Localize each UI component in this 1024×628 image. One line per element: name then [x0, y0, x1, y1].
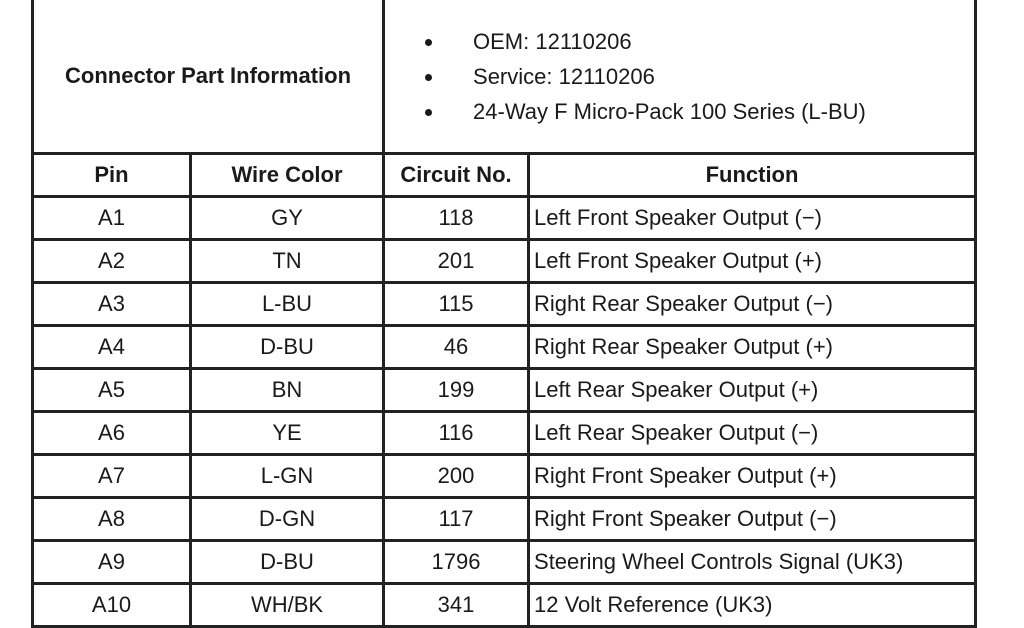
cell-pin: A5	[31, 367, 192, 413]
cell-pin: A9	[31, 539, 192, 585]
cell-pin: A1	[31, 195, 192, 241]
cell-wire-color: BN	[188, 367, 386, 413]
cell-wire-color: TN	[188, 238, 386, 284]
cell-circuit-no: 200	[382, 453, 531, 499]
connector-info-list: OEM: 12110206 Service: 12110206 24-Way F…	[382, 0, 977, 155]
header-pin: Pin	[31, 152, 192, 198]
cell-wire-color: WH/BK	[188, 582, 386, 628]
header-circuit-no: Circuit No.	[382, 152, 531, 198]
cell-pin: A6	[31, 410, 192, 456]
cell-function: Right Front Speaker Output (−)	[527, 496, 977, 542]
cell-circuit-no: 118	[382, 195, 531, 241]
cell-wire-color: L-BU	[188, 281, 386, 327]
connector-type: 24-Way F Micro-Pack 100 Series (L-BU)	[445, 94, 974, 129]
cell-function: Left Front Speaker Output (−)	[527, 195, 977, 241]
cell-circuit-no: 199	[382, 367, 531, 413]
cell-function: Left Front Speaker Output (+)	[527, 238, 977, 284]
cell-pin: A2	[31, 238, 192, 284]
cell-function: Left Rear Speaker Output (+)	[527, 367, 977, 413]
oem-part: OEM: 12110206	[445, 24, 974, 59]
cell-wire-color: GY	[188, 195, 386, 241]
cell-circuit-no: 1796	[382, 539, 531, 585]
table-row: A8 D-GN 117 Right Front Speaker Output (−)	[31, 496, 977, 542]
table-row: A2 TN 201 Left Front Speaker Output (+)	[31, 238, 977, 284]
connector-table: Connector Part Information OEM: 12110206…	[30, 0, 977, 628]
cell-function: Left Rear Speaker Output (−)	[527, 410, 977, 456]
table-row: A9 D-BU 1796 Steering Wheel Controls Signal…	[31, 539, 977, 585]
header-row: Pin Wire Color Circuit No. Function	[31, 152, 977, 198]
table-row: A6 YE 116 Left Rear Speaker Output (−)	[31, 410, 977, 456]
cell-function: Right Rear Speaker Output (+)	[527, 324, 977, 370]
cell-function: 12 Volt Reference (UK3)	[527, 582, 977, 628]
cell-pin: A7	[31, 453, 192, 499]
cell-function: Steering Wheel Controls Signal (UK3)	[527, 539, 977, 585]
cell-circuit-no: 341	[382, 582, 531, 628]
cell-circuit-no: 46	[382, 324, 531, 370]
cell-circuit-no: 201	[382, 238, 531, 284]
cell-circuit-no: 117	[382, 496, 531, 542]
table-row: A10 WH/BK 341 12 Volt Reference (UK3)	[31, 582, 977, 628]
table-row: A4 D-BU 46 Right Rear Speaker Output (+)	[31, 324, 977, 370]
connector-info-label: Connector Part Information	[30, 0, 386, 155]
cell-function: Right Front Speaker Output (+)	[527, 453, 977, 499]
table-row: A3 L-BU 115 Right Rear Speaker Output (−)	[31, 281, 977, 327]
cell-wire-color: D-GN	[188, 496, 386, 542]
cell-pin: A4	[31, 324, 192, 370]
table-row: A1 GY 118 Left Front Speaker Output (−)	[31, 195, 977, 241]
table-row: A5 BN 199 Left Rear Speaker Output (+)	[31, 367, 977, 413]
cell-pin: A10	[31, 582, 192, 628]
cell-pin: A3	[31, 281, 192, 327]
cell-circuit-no: 115	[382, 281, 531, 327]
cell-wire-color: L-GN	[188, 453, 386, 499]
cell-wire-color: YE	[188, 410, 386, 456]
cell-circuit-no: 116	[382, 410, 531, 456]
cell-pin: A8	[31, 496, 192, 542]
connector-info-row: Connector Part Information OEM: 12110206…	[30, 0, 977, 155]
service-part: Service: 12110206	[445, 59, 974, 94]
cell-function: Right Rear Speaker Output (−)	[527, 281, 977, 327]
header-function: Function	[527, 152, 977, 198]
header-wire-color: Wire Color	[188, 152, 386, 198]
cell-wire-color: D-BU	[188, 539, 386, 585]
table-row: A7 L-GN 200 Right Front Speaker Output (+)	[31, 453, 977, 499]
cell-wire-color: D-BU	[188, 324, 386, 370]
